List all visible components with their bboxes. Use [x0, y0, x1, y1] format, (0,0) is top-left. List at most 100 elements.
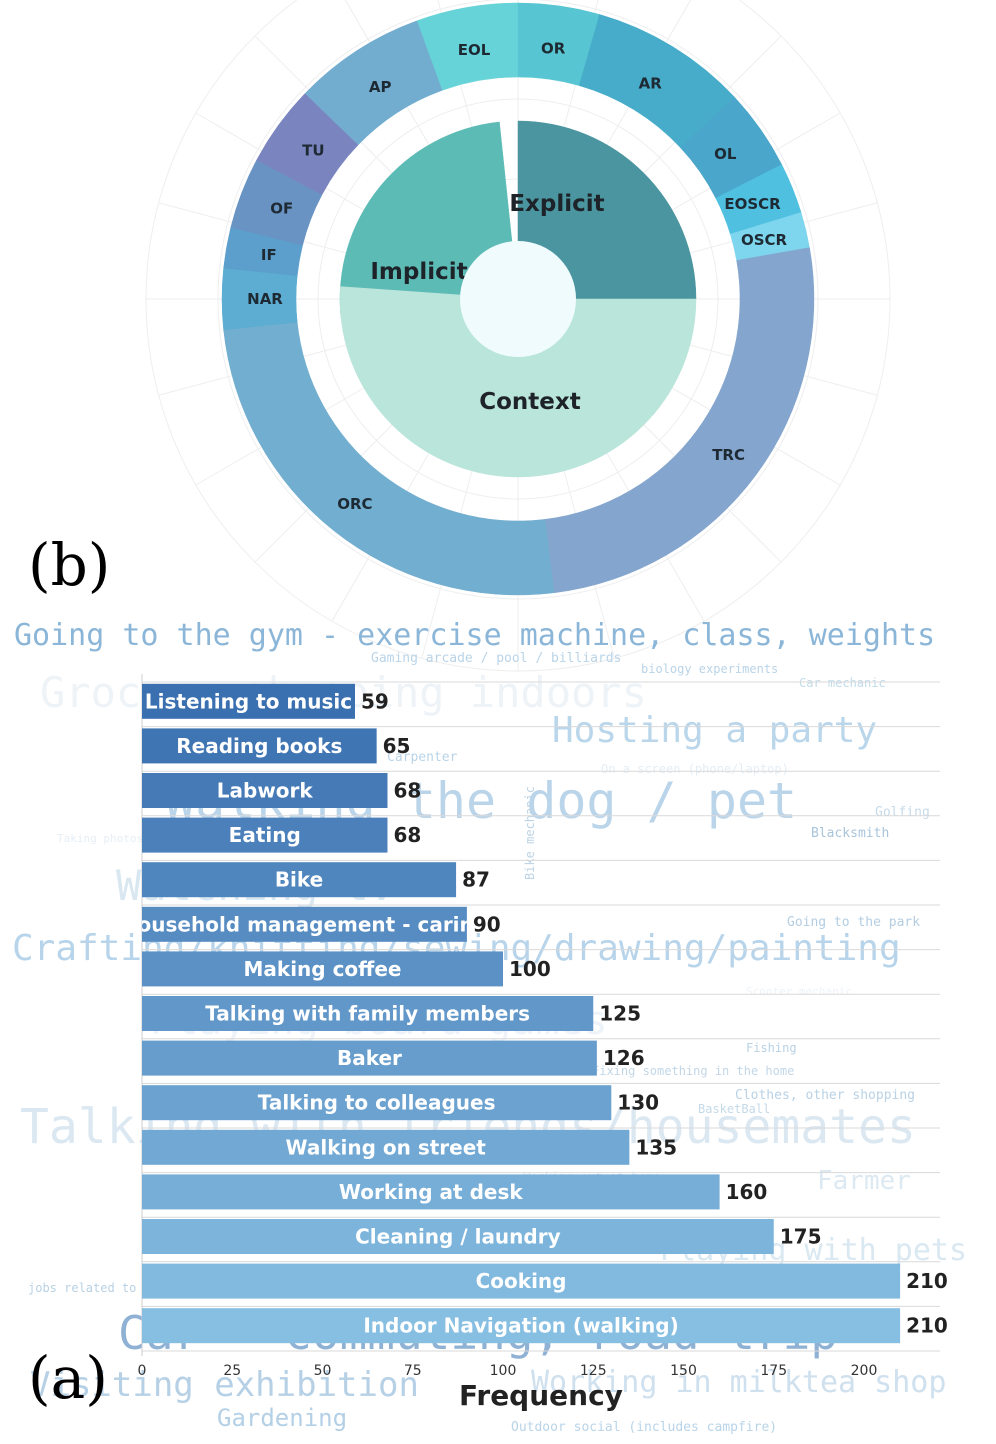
center-hole	[460, 241, 576, 357]
x-tick-label: 200	[851, 1363, 878, 1379]
outer-segment-label: ORC	[337, 495, 372, 513]
word-cloud-term: Going to the park	[787, 915, 920, 930]
bar	[142, 1308, 901, 1344]
outer-segment-label: TU	[302, 141, 324, 159]
bar-chart-bars: Listening to music 59 Reading books 65 Labwo…	[121, 683, 948, 1344]
outer-segment-label: OF	[270, 199, 293, 217]
bar	[142, 1129, 630, 1165]
word-cloud-term: Carpenter	[387, 750, 458, 765]
inner-ring: Explicit Implicit Context	[339, 120, 697, 478]
bar-value-label: 210	[906, 1269, 948, 1293]
bar-value-label: 59	[361, 689, 389, 713]
outer-segment-label: EOSCR	[724, 195, 781, 213]
bar-category-label: Talking with family members	[205, 1002, 530, 1026]
word-cloud-term: Gardening	[217, 1404, 347, 1432]
bar-category-label: Talking to colleagues	[258, 1091, 496, 1115]
bar-value-label: 130	[617, 1091, 659, 1115]
outer-segment-label: NAR	[247, 290, 283, 308]
bar	[142, 773, 388, 808]
outer-segment-label: OL	[714, 145, 737, 163]
bar	[142, 906, 467, 942]
outer-segment-label: OSCR	[741, 231, 788, 249]
word-cloud-term: Clothes, other shopping	[735, 1088, 915, 1103]
bar	[142, 1085, 612, 1121]
word-cloud-term: Gaming arcade / pool / billiards	[371, 651, 621, 666]
word-cloud-term: Car mechanic	[799, 676, 886, 690]
bar-category-label: Walking on street	[286, 1135, 487, 1159]
bar-chart-x-axis: 0 25 50 75 100 125 150 175 200 Frequency	[138, 1363, 878, 1412]
bar-value-label: 210	[906, 1314, 948, 1338]
x-tick-label: 150	[670, 1363, 697, 1379]
bar-value-label: 175	[780, 1225, 822, 1249]
word-cloud-term: BasketBall	[698, 1102, 770, 1116]
inner-segment-label: Implicit	[370, 259, 467, 285]
outer-segment-label: AP	[369, 78, 392, 96]
bar	[142, 1040, 597, 1076]
word-cloud-term: Blacksmith	[811, 826, 889, 841]
bar-category-label: Cooking	[476, 1269, 567, 1293]
bar-category-label: Making coffee	[244, 957, 402, 981]
word-cloud-term: Outdoor social (includes campfire)	[511, 1420, 777, 1435]
x-tick-label: 75	[404, 1363, 422, 1379]
panel-a-label: (a)	[28, 1344, 108, 1412]
bar	[142, 996, 594, 1031]
word-cloud-term: biology experiments	[641, 662, 778, 676]
polar-grid-circle	[145, 0, 891, 672]
x-tick-label: 125	[580, 1363, 607, 1379]
bar-value-label: 87	[462, 868, 490, 892]
inner-segment-label: Explicit	[509, 191, 604, 217]
x-tick-label: 100	[490, 1363, 517, 1379]
word-cloud-term: On a screen (phone/laptop)	[601, 762, 789, 776]
bar-category-label: Household management - caring	[121, 912, 488, 936]
outer-segment-label: AR	[639, 74, 663, 92]
polar-grid-circle	[217, 0, 819, 600]
bar-category-label: Reading books	[176, 734, 342, 758]
bar-category-label: Cleaning / laundry	[355, 1225, 561, 1249]
word-cloud-term: Going to the gym - exercise machine, cla…	[14, 618, 935, 653]
outer-segment-label: OR	[541, 39, 566, 57]
bar-chart: Listening to music 59 Reading books 65 Labwo…	[121, 674, 948, 1412]
x-tick-label: 0	[138, 1363, 147, 1379]
word-cloud-term: Scooter mechanic	[746, 985, 852, 998]
bar	[142, 951, 503, 987]
word-cloud-term: Visiting exhibition	[30, 1365, 419, 1405]
bar-value-label: 160	[726, 1180, 768, 1204]
outer-ring: EOL OR AR OL EOSCR OSCR TRC ORC NAR IF OF TU AP	[221, 2, 815, 596]
bar	[142, 1174, 720, 1210]
word-cloud-term: Golfing	[875, 805, 930, 820]
outer-segment-label: EOL	[458, 41, 491, 59]
bar	[142, 862, 457, 898]
bar-category-label: Listening to music	[145, 689, 352, 713]
x-tick-label: 25	[223, 1363, 241, 1379]
bar	[142, 683, 355, 719]
bar-value-label: 135	[635, 1135, 677, 1159]
bar-category-label: Labwork	[217, 779, 314, 803]
x-tick-label: 175	[760, 1363, 787, 1379]
bar	[142, 817, 388, 853]
bar	[142, 728, 377, 764]
x-axis-title: Frequency	[459, 1379, 623, 1412]
bar-category-label: Indoor Navigation (walking)	[363, 1314, 678, 1338]
bar-value-label: 100	[509, 957, 551, 981]
polar-grid-circle	[317, 98, 719, 500]
outer-segment-orc	[223, 321, 555, 596]
inner-segment-label: Context	[479, 389, 580, 415]
bar-category-label: Eating	[229, 823, 301, 847]
bar-value-label: 68	[393, 779, 421, 803]
word-cloud-term: Bike mechanic	[523, 786, 537, 880]
x-tick-label: 50	[314, 1363, 332, 1379]
bar-category-label: Baker	[337, 1046, 402, 1070]
bar	[142, 1219, 774, 1254]
word-cloud-term: Hosting a party	[552, 710, 877, 751]
panel-b-label: (b)	[28, 531, 110, 599]
bar-value-label: 68	[393, 823, 421, 847]
sunburst-chart: EOL OR AR OL EOSCR OSCR TRC ORC NAR IF OF TU AP Expl…	[145, 0, 891, 672]
bar-category-label: Working at desk	[339, 1180, 523, 1204]
word-cloud-term: Working in milktea shop	[531, 1365, 946, 1400]
outer-segment-label: TRC	[712, 446, 745, 464]
outer-segment-label: IF	[261, 246, 277, 264]
bar-value-label: 125	[599, 1002, 641, 1026]
outer-segment-ap	[304, 20, 443, 146]
outer-segment-trc	[544, 247, 815, 594]
